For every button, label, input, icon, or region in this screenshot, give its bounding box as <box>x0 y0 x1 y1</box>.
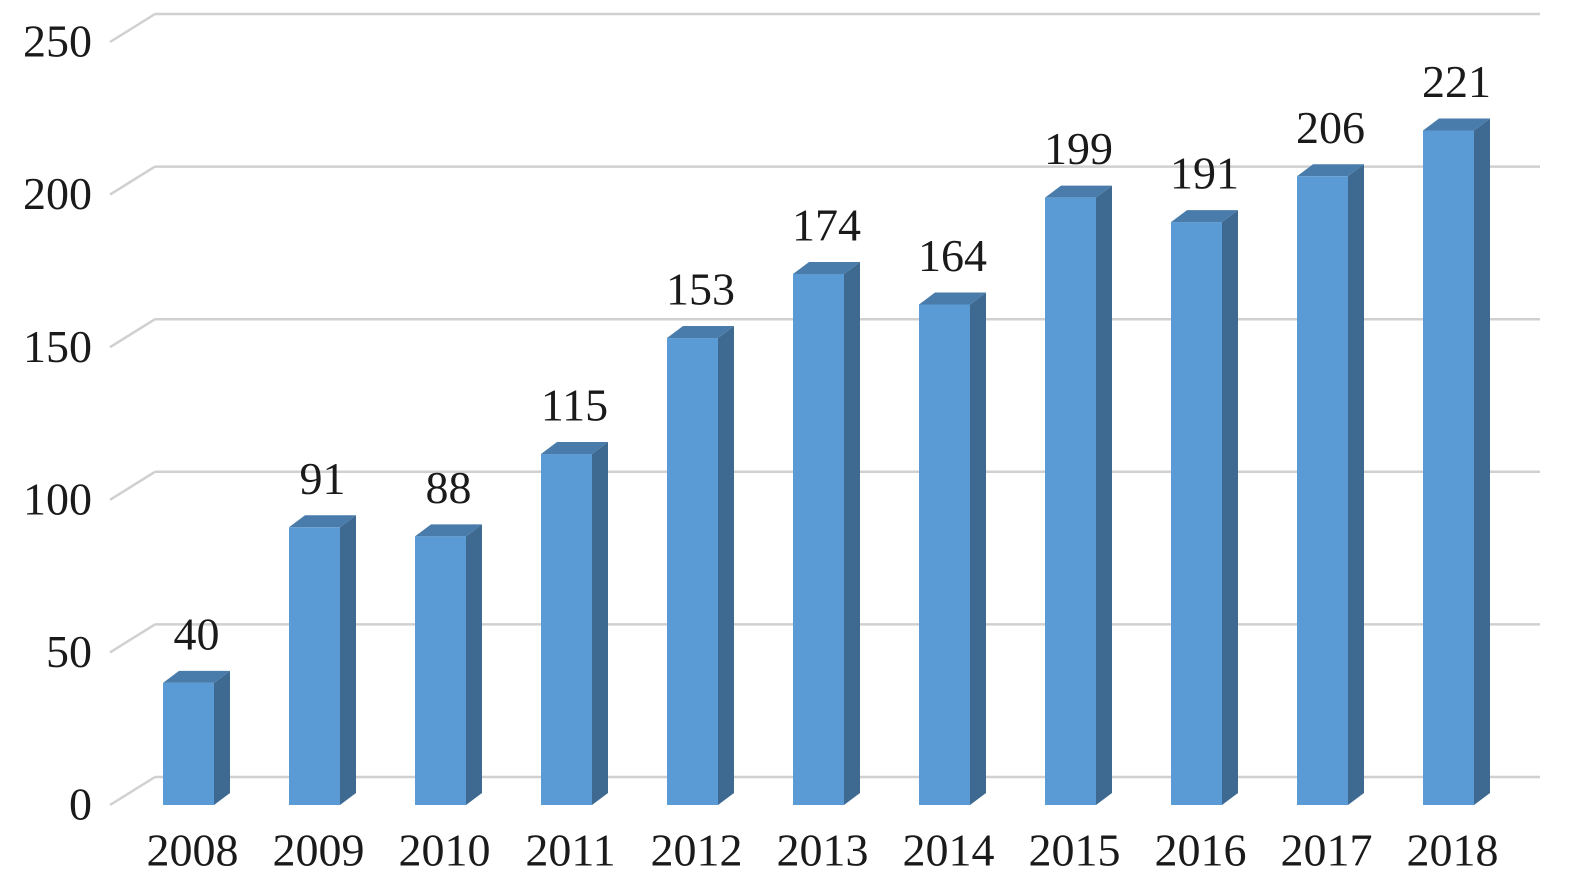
x-tick-label: 2010 <box>399 825 491 876</box>
bar <box>1297 176 1348 806</box>
bar-top <box>1171 210 1238 223</box>
value-label: 174 <box>792 200 861 251</box>
bar-top <box>289 515 356 528</box>
bar-top <box>667 326 734 339</box>
bar-side <box>1348 164 1364 806</box>
y-tick-label: 250 <box>23 16 92 67</box>
bar <box>793 273 844 805</box>
bar-top <box>163 670 230 683</box>
bar-side <box>466 524 482 805</box>
bar <box>163 682 214 805</box>
value-label: 91 <box>300 453 346 504</box>
bar <box>289 527 340 805</box>
grid-line <box>109 165 156 196</box>
bar-top <box>793 261 860 274</box>
bar <box>415 536 466 805</box>
x-tick-label: 2018 <box>1407 825 1499 876</box>
grid-line <box>109 623 156 654</box>
x-tick-label: 2016 <box>1155 825 1247 876</box>
x-tick-label: 2008 <box>147 825 239 876</box>
bar-side <box>592 442 608 805</box>
bar-top <box>1045 185 1112 198</box>
bar-side <box>718 326 734 805</box>
value-label: 191 <box>1170 148 1239 199</box>
bar <box>919 304 970 805</box>
value-label: 206 <box>1296 102 1365 153</box>
bar-top <box>1423 118 1490 131</box>
bar-side <box>1096 185 1112 806</box>
y-tick-label: 0 <box>69 779 92 830</box>
x-tick-label: 2011 <box>525 825 615 876</box>
bar-side <box>970 292 986 805</box>
bar-top <box>919 292 986 305</box>
x-tick-label: 2017 <box>1281 825 1373 876</box>
value-label: 115 <box>541 380 608 431</box>
x-tick-label: 2015 <box>1029 825 1121 876</box>
bar <box>667 338 718 805</box>
bar <box>1045 197 1096 806</box>
x-tick-label: 2013 <box>777 825 869 876</box>
bar-top <box>1297 164 1364 177</box>
bar-side <box>1474 118 1490 806</box>
bar-side <box>1222 210 1238 805</box>
grid-line <box>109 775 156 807</box>
y-tick-label: 150 <box>23 321 92 372</box>
bar-side <box>844 261 860 805</box>
grid-line <box>109 470 156 501</box>
grid-line <box>109 12 156 44</box>
x-tick-label: 2014 <box>903 825 995 876</box>
grid-line <box>109 318 156 349</box>
y-tick-label: 100 <box>23 473 92 524</box>
bar-top <box>541 442 608 455</box>
value-label: 153 <box>666 264 735 315</box>
value-label: 221 <box>1422 56 1491 107</box>
x-tick-label: 2012 <box>651 825 743 876</box>
value-label: 88 <box>426 462 472 513</box>
bar-side <box>340 515 356 805</box>
bar <box>541 454 592 805</box>
x-tick-label: 2009 <box>273 825 365 876</box>
value-label: 199 <box>1044 123 1113 174</box>
y-tick-label: 200 <box>23 168 92 219</box>
y-tick-label: 50 <box>46 626 92 677</box>
value-label: 164 <box>918 230 987 281</box>
bar-top <box>415 524 482 537</box>
bar <box>1171 222 1222 805</box>
bar <box>1423 130 1474 805</box>
bar-side <box>214 670 230 805</box>
value-label: 40 <box>174 608 220 659</box>
